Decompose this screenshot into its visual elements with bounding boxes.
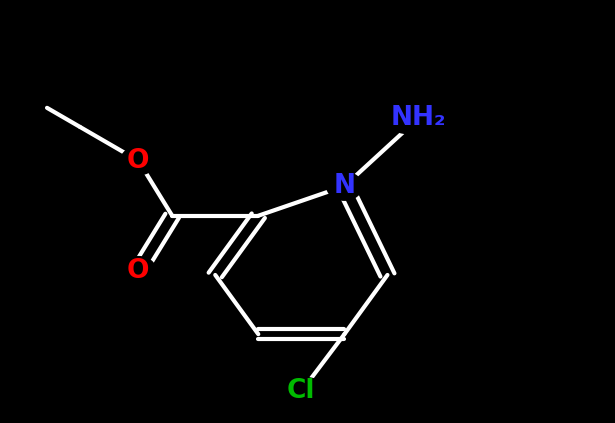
- Text: O: O: [127, 258, 149, 284]
- Text: NH₂: NH₂: [391, 105, 446, 132]
- Ellipse shape: [120, 256, 157, 286]
- Ellipse shape: [326, 171, 363, 201]
- Text: N: N: [333, 173, 355, 199]
- Ellipse shape: [120, 146, 157, 176]
- Text: O: O: [127, 148, 149, 174]
- Ellipse shape: [274, 376, 329, 406]
- Ellipse shape: [381, 102, 455, 135]
- Text: Cl: Cl: [287, 378, 315, 404]
